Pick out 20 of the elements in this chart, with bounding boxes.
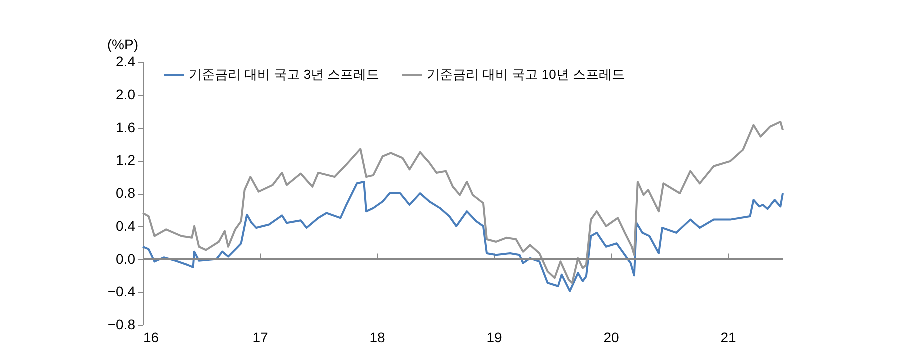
x-tick-label: 17: [252, 330, 268, 346]
y-tick-label: 0.4: [116, 218, 136, 234]
line-series: [142, 120, 784, 284]
y-axis-title: (%P): [107, 36, 138, 52]
x-tick-label: 19: [486, 330, 503, 346]
x-tick-label: 16: [144, 330, 160, 346]
line-series: [142, 180, 784, 292]
y-tick-label: 2.0: [116, 86, 136, 102]
y-tick-label: 0.8: [116, 185, 136, 201]
y-tick-label: −0.8: [108, 316, 136, 332]
y-tick-label: 0.0: [116, 250, 136, 267]
legend-label: 기준금리 대비 국고 3년 스프레드: [189, 67, 380, 82]
y-tick-label: 2.4: [116, 54, 136, 70]
legend-label: 기준금리 대비 국고 10년 스프레드: [427, 67, 625, 82]
y-tick-label: 1.6: [116, 119, 136, 136]
x-tick-label: 21: [720, 330, 737, 346]
y-tick-label: −0.4: [108, 284, 136, 300]
x-tick-label: 18: [370, 330, 386, 346]
x-tick-label: 20: [604, 330, 620, 346]
y-tick-label: 1.2: [116, 152, 136, 168]
